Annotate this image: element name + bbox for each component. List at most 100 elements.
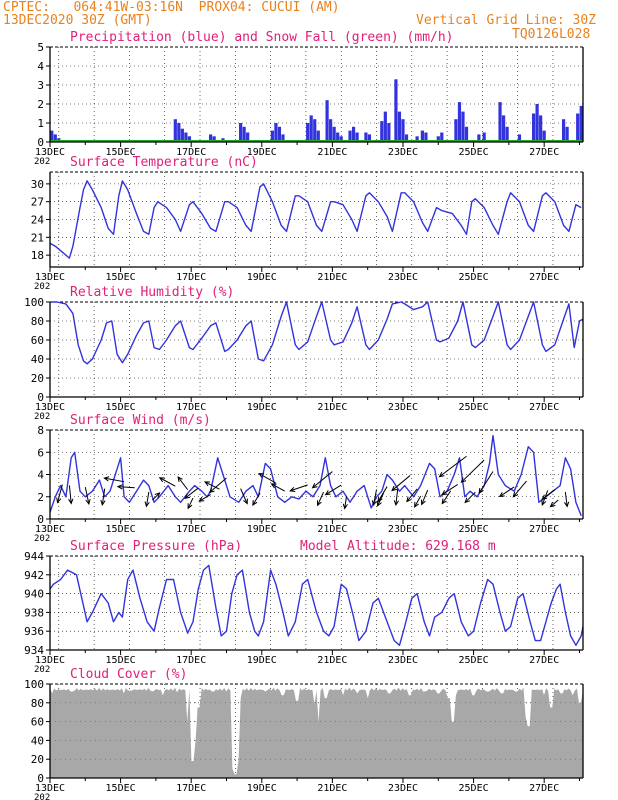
humidity-ytick-label: 20 <box>31 372 44 385</box>
precip-bar <box>173 119 177 142</box>
cloud-xtick-label: 21DEC <box>317 783 347 794</box>
precip-xtick-label: 15DEC <box>106 147 136 158</box>
pressure-xtick-label: 25DEC <box>459 655 489 666</box>
cloud-title: Cloud Cover (%) <box>70 667 187 682</box>
pressure-ytick-label: 940 <box>24 588 44 601</box>
precip-bar <box>50 130 54 142</box>
wind-vector <box>461 459 485 483</box>
temperature-title: Surface Temperature (nC) <box>70 155 258 170</box>
precip-bar <box>212 136 216 142</box>
wind-vector <box>209 477 227 493</box>
wind-year-stub: 202 <box>34 534 50 544</box>
humidity-xtick-label: 27DEC <box>529 402 559 413</box>
pressure-xtick-label: 13DEC <box>35 655 65 666</box>
wind-vector <box>290 484 308 492</box>
precip-xtick-label: 23DEC <box>388 147 418 158</box>
precip-bar <box>505 126 509 142</box>
precip-bar <box>184 132 188 142</box>
cloud-xtick-label: 23DEC <box>388 783 418 794</box>
model-code: TQ0126L028 <box>512 27 591 42</box>
wind-vector <box>441 484 458 496</box>
pressure-xtick-label: 21DEC <box>317 655 347 666</box>
cloud-cover-area <box>50 687 583 778</box>
pressure-xtick-label: 17DEC <box>176 655 206 666</box>
precip-bar <box>542 130 546 142</box>
wind-xtick-label: 13DEC <box>35 524 65 535</box>
pressure-xtick-label: 19DEC <box>247 655 277 666</box>
wind-ytick-label: 8 <box>37 424 44 437</box>
wind-series-line <box>49 434 582 516</box>
wind-xtick-label: 15DEC <box>106 524 136 535</box>
precip-bar <box>339 136 343 142</box>
precip-bar <box>380 121 384 142</box>
wind-vector-head <box>541 494 548 500</box>
precip-bar <box>517 134 522 142</box>
wind-vector <box>344 496 347 509</box>
wind-vector-head <box>393 500 399 507</box>
wind-ytick-label: 2 <box>37 491 44 504</box>
humidity-ytick-label: 40 <box>31 353 44 366</box>
precip-bar <box>209 134 213 142</box>
precip-ytick-label: 2 <box>37 98 44 111</box>
wind-vector <box>159 477 176 487</box>
precip-bar <box>531 113 536 142</box>
precip-xtick-label: 21DEC <box>317 147 347 158</box>
temperature-year-stub: 202 <box>34 282 50 292</box>
precip-bar <box>277 126 282 142</box>
pressure-ytick-label: 942 <box>24 569 44 582</box>
precip-bar <box>306 123 310 142</box>
cloud-xtick-label: 25DEC <box>459 783 489 794</box>
cloud-ytick-label: 80 <box>31 697 44 710</box>
precip-bar <box>367 134 372 142</box>
precip-bar <box>394 79 398 142</box>
wind-vector-head <box>116 484 123 490</box>
precip-ytick-label: 3 <box>37 79 44 92</box>
precip-bar <box>404 134 409 142</box>
cloud-xtick-label: 27DEC <box>529 783 559 794</box>
wind-vector-head <box>177 476 183 483</box>
wind-vector <box>395 488 399 506</box>
wind-vector <box>145 491 150 507</box>
precip-bar <box>454 119 458 142</box>
wind-vector <box>312 471 333 489</box>
precip-bar <box>246 132 250 142</box>
wind-vector-head <box>371 500 377 507</box>
temperature-ytick-label: 18 <box>31 249 44 262</box>
wind-vector-head <box>342 503 348 510</box>
wind-vector <box>187 497 194 509</box>
humidity-xtick-label: 19DEC <box>247 402 277 413</box>
precip-bar <box>579 105 583 142</box>
wind-vector-head <box>270 483 277 489</box>
pressure-ytick-label: 936 <box>24 625 44 638</box>
wind-vector-head <box>478 488 484 495</box>
wind-vector <box>325 484 342 496</box>
wind-vector <box>439 455 467 478</box>
wind-vector-head <box>187 503 193 510</box>
precip-ytick-label: 1 <box>37 117 44 130</box>
wind-vector <box>177 476 189 490</box>
wind-vector-head <box>441 498 447 505</box>
wind-vector <box>104 477 125 483</box>
precip-xtick-label: 17DEC <box>176 147 206 158</box>
wind-vector <box>373 489 377 506</box>
temperature-xtick-label: 21DEC <box>317 272 347 283</box>
precip-bar <box>270 130 274 142</box>
wind-vector <box>550 499 559 508</box>
wind-vector-head <box>85 498 91 506</box>
wind-vector <box>240 488 248 504</box>
precip-bar <box>180 128 184 142</box>
precip-bar <box>420 130 424 142</box>
humidity-ytick-label: 60 <box>31 334 44 347</box>
wind-xtick-label: 19DEC <box>247 524 277 535</box>
precip-ytick-label: 5 <box>37 41 44 54</box>
cloud-ytick-label: 20 <box>31 753 44 766</box>
precip-bar <box>535 104 539 142</box>
precip-bar <box>364 132 368 142</box>
humidity-ytick-label: 0 <box>37 391 44 404</box>
precip-bar <box>187 136 192 142</box>
precip-bar <box>482 132 486 142</box>
temperature-xtick-label: 15DEC <box>106 272 136 283</box>
wind-vector-head <box>460 477 467 483</box>
precip-ytick-label: 4 <box>37 60 44 73</box>
humidity-ytick-label: 80 <box>31 315 44 328</box>
